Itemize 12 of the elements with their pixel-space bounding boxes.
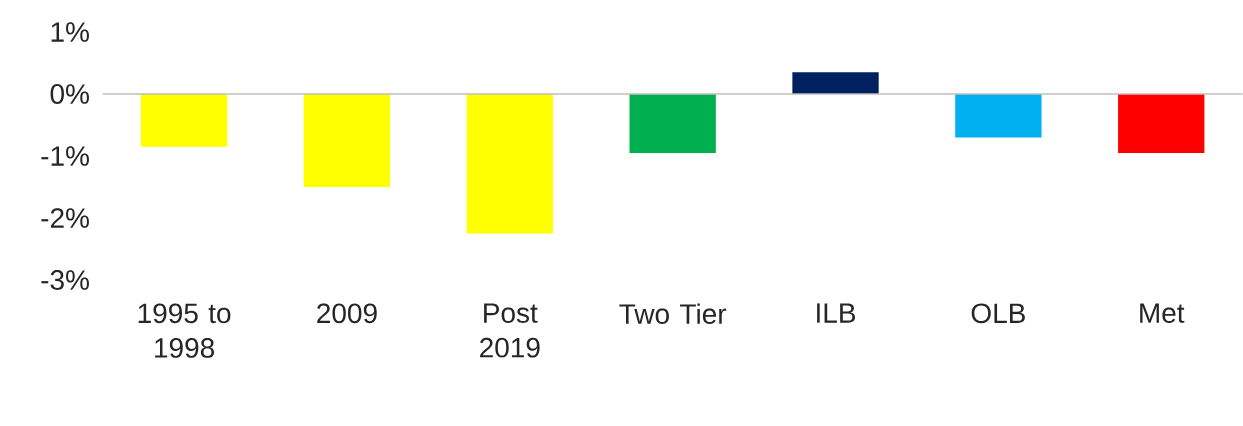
y-tick-label: 1% <box>51 22 89 42</box>
x-tick-label: 1995 to 1998 <box>138 303 231 358</box>
x-tick-label: Post 2019 <box>480 303 540 358</box>
x-tick-label: Met <box>1140 303 1185 323</box>
x-tick-label: ILB <box>817 303 856 323</box>
x-tick-label: Two Tier <box>619 303 727 324</box>
y-tick-label: -3% <box>41 270 89 290</box>
x-tick-label: 2009 <box>317 303 377 324</box>
x-tick-label: OLB <box>971 303 1025 324</box>
y-tick-label: -2% <box>41 208 89 228</box>
y-tick-label: 0% <box>50 84 89 104</box>
y-tick-label: -1% <box>41 146 89 166</box>
